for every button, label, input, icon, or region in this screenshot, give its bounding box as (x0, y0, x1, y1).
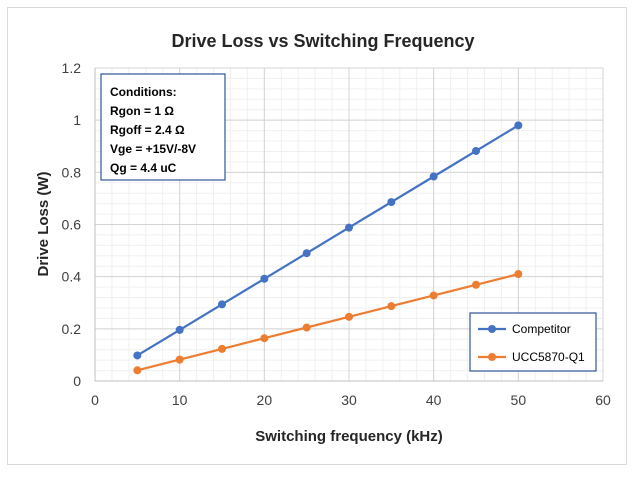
series-0-point (175, 325, 184, 334)
series-1-point (218, 344, 226, 353)
y-tick-label: 0 (73, 373, 81, 389)
series-1-point (429, 291, 438, 300)
series-1-point (514, 270, 523, 279)
legend-swatch-marker (488, 325, 496, 333)
conditions-line: Qg = 4.4 uC (110, 161, 177, 175)
series-0-point (302, 249, 311, 258)
series-1-point (345, 312, 353, 321)
series-1-point (175, 355, 184, 364)
y-tick-label: 1 (73, 112, 81, 128)
legend: Competitor UCC5870-Q1 (469, 312, 597, 372)
axes: 0 0.2 0.4 0.6 0.8 1 1.2 0 10 20 30 40 50 60 (62, 60, 611, 408)
x-axis-title: Switching frequency (kHz) (255, 428, 443, 445)
series-0-point (514, 121, 523, 130)
conditions-line: Rgoff = 2.4 Ω (110, 123, 185, 137)
x-tick-label: 40 (426, 392, 442, 408)
series-line-0 (136, 124, 519, 357)
conditions-box-frame (100, 73, 226, 181)
series-0-point (472, 146, 480, 155)
series-1-point (387, 302, 396, 311)
x-tick-label: 10 (172, 392, 188, 408)
conditions-box: Conditions: Rgon = 1 Ω Rgoff = 2.4 Ω Vge = … (100, 73, 226, 181)
series-0-point (345, 223, 353, 232)
conditions-line: Conditions: (110, 85, 177, 99)
conditions-line: Vge = +15V/-8V (110, 142, 196, 156)
series-1-point (260, 334, 269, 343)
legend-label: Competitor (512, 322, 571, 336)
legend-frame (469, 312, 597, 372)
y-axis-title: Drive Loss (W) (35, 171, 52, 276)
series-0-point (133, 351, 142, 360)
x-tick-label: 50 (511, 392, 527, 408)
series-1-point (133, 366, 142, 375)
y-tick-label: 0.8 (62, 164, 82, 180)
plot-area (133, 121, 523, 375)
x-tick-label: 60 (595, 392, 611, 408)
series-0-point (218, 300, 226, 309)
chart-title: Drive Loss vs Switching Frequency (171, 31, 474, 51)
series-1-point (472, 280, 480, 289)
series-0-point (387, 198, 396, 207)
series-0-point (260, 274, 269, 283)
legend-label: UCC5870-Q1 (512, 350, 585, 364)
conditions-line: Rgon = 1 Ω (110, 104, 174, 118)
series-1-point (302, 323, 311, 332)
x-tick-label: 0 (91, 392, 99, 408)
y-tick-label: 0.6 (62, 217, 82, 233)
series-0-point (429, 172, 438, 181)
y-tick-label: 1.2 (62, 60, 82, 76)
y-tick-label: 0.4 (62, 269, 82, 285)
x-tick-label: 30 (341, 392, 357, 408)
series-line-1 (137, 273, 519, 372)
y-tick-label: 0.2 (62, 321, 82, 337)
legend-swatch-marker (488, 353, 496, 361)
x-tick-label: 20 (257, 392, 273, 408)
